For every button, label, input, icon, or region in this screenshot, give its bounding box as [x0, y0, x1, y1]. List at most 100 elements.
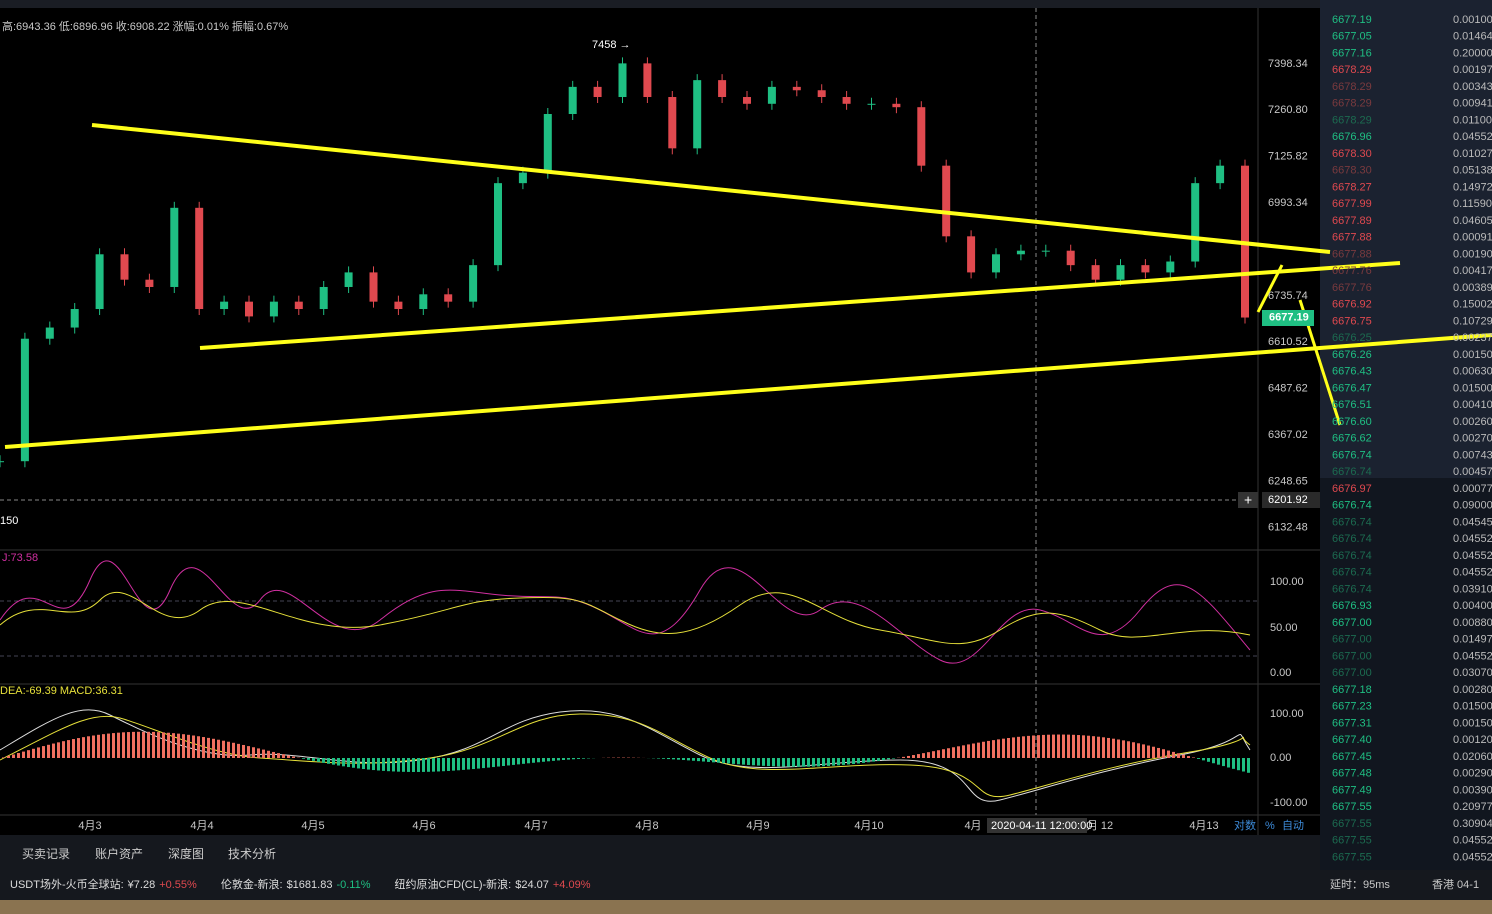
macd-bar — [182, 734, 185, 758]
macd-bar — [427, 758, 430, 772]
macd-bar — [572, 758, 575, 760]
macd-bar — [1032, 735, 1035, 758]
macd-bar — [432, 758, 435, 772]
ob-amount: 0.04605 — [1453, 215, 1492, 227]
macd-bar — [822, 758, 825, 767]
candle — [568, 86, 577, 115]
ob-amount: 0.10729 — [1453, 315, 1492, 327]
macd-bar — [667, 758, 670, 760]
macd-bar — [67, 740, 70, 758]
ob-price: 6676.26 — [1332, 349, 1372, 361]
macd-bar — [142, 731, 145, 758]
macd-bar — [657, 758, 660, 759]
ob-price: 6676.74 — [1332, 449, 1372, 461]
orderbook-highlight — [1320, 0, 1492, 478]
axis-option[interactable]: 自动 — [1282, 819, 1304, 832]
current-price-box — [1262, 310, 1314, 326]
macd-bar — [102, 734, 105, 758]
tab[interactable]: 买卖记录 — [22, 847, 70, 861]
y-tick-label: 7398.34 — [1268, 58, 1308, 70]
axis-option[interactable]: % — [1265, 820, 1275, 832]
candle — [518, 172, 527, 184]
macd-bar — [772, 758, 775, 767]
x-tick-label: 4月6 — [412, 820, 435, 832]
ob-amount: 0.04552 — [1453, 567, 1492, 579]
macd-bar — [1232, 758, 1235, 769]
macd-bar — [1007, 737, 1010, 758]
candle — [45, 327, 54, 339]
axis-option[interactable]: 对数 — [1234, 818, 1256, 832]
x-tick-label: 4月5 — [301, 820, 324, 832]
macd-bar — [567, 758, 570, 760]
macd-bar — [422, 758, 425, 772]
crosshair-plus[interactable] — [1238, 492, 1258, 508]
macd-bar — [782, 758, 785, 767]
macd-bar — [72, 739, 75, 758]
ob-amount: 0.00077 — [1453, 483, 1492, 495]
crosshair-price: 6201.92 — [1268, 494, 1308, 506]
candle — [20, 338, 29, 462]
macd-bar — [122, 732, 125, 758]
kdj-tick: 0.00 — [1270, 667, 1291, 679]
macd-bar — [1242, 758, 1245, 772]
macd-bar — [867, 758, 870, 763]
macd-bar — [362, 758, 365, 770]
macd-bar — [1192, 757, 1195, 758]
candle — [245, 301, 253, 317]
ob-price: 6677.49 — [1332, 784, 1372, 796]
candle — [1191, 183, 1200, 262]
ob-amount: 0.01100 — [1453, 114, 1492, 126]
ob-amount: 0.03070 — [1453, 667, 1492, 679]
macd-bar — [912, 755, 915, 758]
tab[interactable]: 账户资产 — [95, 846, 143, 861]
macd-bar — [1047, 734, 1050, 758]
macd-bar — [332, 758, 335, 765]
macd-bar — [1132, 742, 1135, 758]
y-tick-label: 6248.65 — [1268, 475, 1308, 487]
macd-bar — [742, 758, 745, 765]
macd-bar — [662, 758, 665, 759]
macd-bar — [697, 758, 700, 762]
macd-bar — [987, 740, 990, 758]
macd-bar — [357, 758, 360, 769]
tab[interactable]: 技术分析 — [228, 847, 276, 861]
candle — [967, 236, 976, 273]
macd-bar — [557, 758, 560, 761]
macd-bar — [812, 758, 815, 767]
x-tick-label: 4月10 — [854, 820, 883, 832]
tab[interactable]: 深度图 — [168, 846, 204, 861]
ob-amount: 0.00237 — [1453, 332, 1492, 344]
macd-bar — [277, 753, 280, 758]
ob-amount: 0.01500 — [1453, 382, 1492, 394]
candle — [220, 301, 229, 310]
ob-price: 6678.29 — [1332, 114, 1372, 126]
macd-bar — [372, 758, 375, 771]
macd-bar — [1102, 737, 1105, 758]
macd-bar — [82, 737, 85, 758]
macd-bar — [1052, 734, 1055, 758]
ob-price: 6678.27 — [1332, 181, 1372, 193]
macd-bar — [672, 758, 675, 760]
ticker-name: 纽约原油CFD(CL)-新浪: — [395, 877, 512, 891]
macd-bar — [687, 758, 690, 761]
macd-bar — [337, 758, 340, 766]
macd-bar — [552, 758, 555, 761]
macd-bar — [1062, 734, 1065, 758]
macd-bar — [1177, 753, 1180, 758]
candle — [743, 97, 751, 104]
ob-price: 6676.74 — [1332, 567, 1372, 579]
candle — [319, 286, 328, 310]
macd-bar — [937, 750, 940, 758]
macd-bar — [7, 755, 10, 758]
macd-bar — [127, 732, 130, 758]
macd-bar — [957, 746, 960, 758]
macd-bar — [177, 733, 180, 758]
macd-bar — [577, 758, 580, 759]
macd-bar — [27, 750, 30, 758]
y-tick-label: 7260.80 — [1268, 104, 1308, 116]
candle — [419, 294, 428, 310]
macd-bar — [377, 758, 380, 771]
macd-bar — [387, 758, 390, 772]
macd-bar — [767, 758, 770, 767]
macd-bar — [757, 758, 760, 766]
